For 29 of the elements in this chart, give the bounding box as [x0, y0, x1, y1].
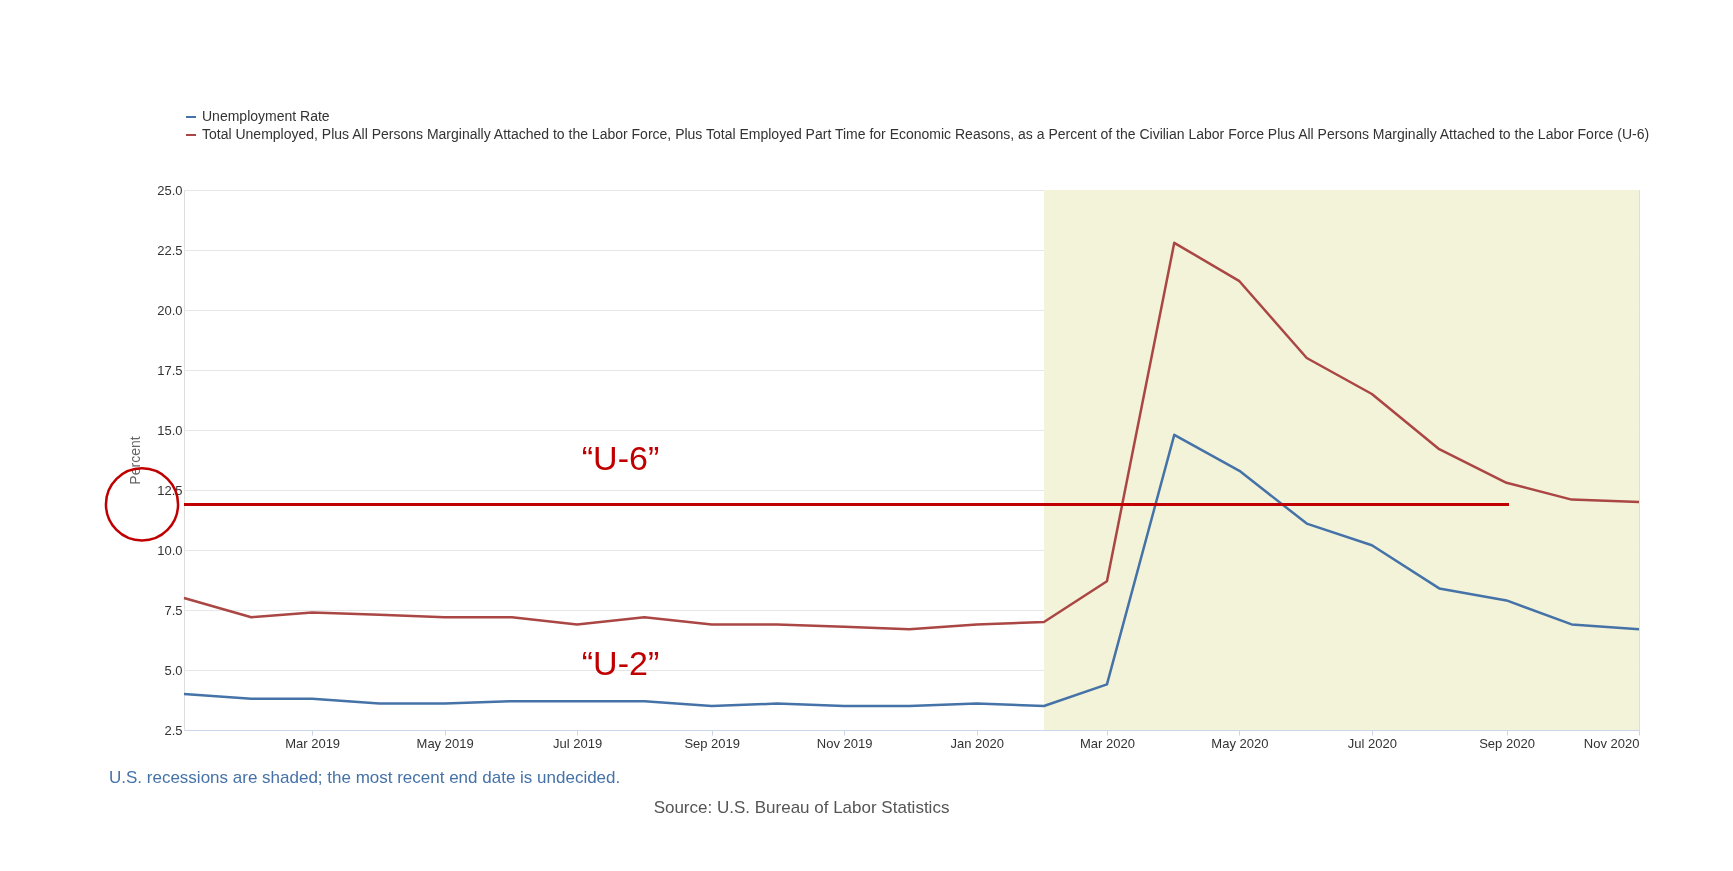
y-tick-label: 7.5 [164, 602, 183, 618]
x-tick-label: Nov 2020 [1583, 735, 1640, 751]
line-series [182, 241, 1641, 631]
text: U.S. recessions are shaded; the most recent end date is undecided. [109, 768, 621, 787]
x-tick-label: Jul 2019 [552, 735, 603, 751]
x-tick-label: Sep 2019 [684, 735, 741, 751]
legend-label: Unemployment Rate [202, 108, 330, 124]
x-tick-label: Mar 2019 [285, 735, 341, 751]
y-tick-label: 17.5 [157, 362, 183, 378]
x-tick-label: Sep 2020 [1479, 735, 1535, 751]
x-tick-label: May 2020 [1211, 735, 1269, 751]
x-tick-label: Mar 2020 [1079, 735, 1135, 751]
x-tick-label: May 2019 [416, 735, 474, 751]
y-tick-label: 2.5 [164, 722, 183, 738]
annotation: “U-2” [581, 644, 660, 683]
y-tick-label: 5.0 [164, 662, 183, 678]
y-tick-label: 10.0 [157, 542, 183, 558]
legend-label: Total Unemployed, Plus All Persons Marginally Attached to the Labor Force, Plus Total Employed Part Time for Economic Reasons, as a Percent of the Civilian Labor Force Plus All Persons Marginally Attached to the Labor Force (U-6) [202, 126, 1650, 142]
x-tick-label: Nov 2019 [816, 735, 873, 751]
x-tick-label: Jan 2020 [950, 735, 1004, 751]
source-note: Source: U.S. Bureau of Labor Statistics [653, 798, 950, 817]
annotation: “U-6” [581, 439, 660, 477]
line-series [182, 433, 1641, 708]
y-tick-label: 25.0 [157, 182, 183, 198]
x-tick-label: Jul 2020 [1347, 735, 1397, 751]
y-tick-label: 22.5 [157, 242, 183, 258]
y-axis-title: Percent [127, 436, 144, 485]
y-tick-label: 15.0 [157, 422, 183, 438]
y-tick-label: 20.0 [157, 302, 183, 318]
